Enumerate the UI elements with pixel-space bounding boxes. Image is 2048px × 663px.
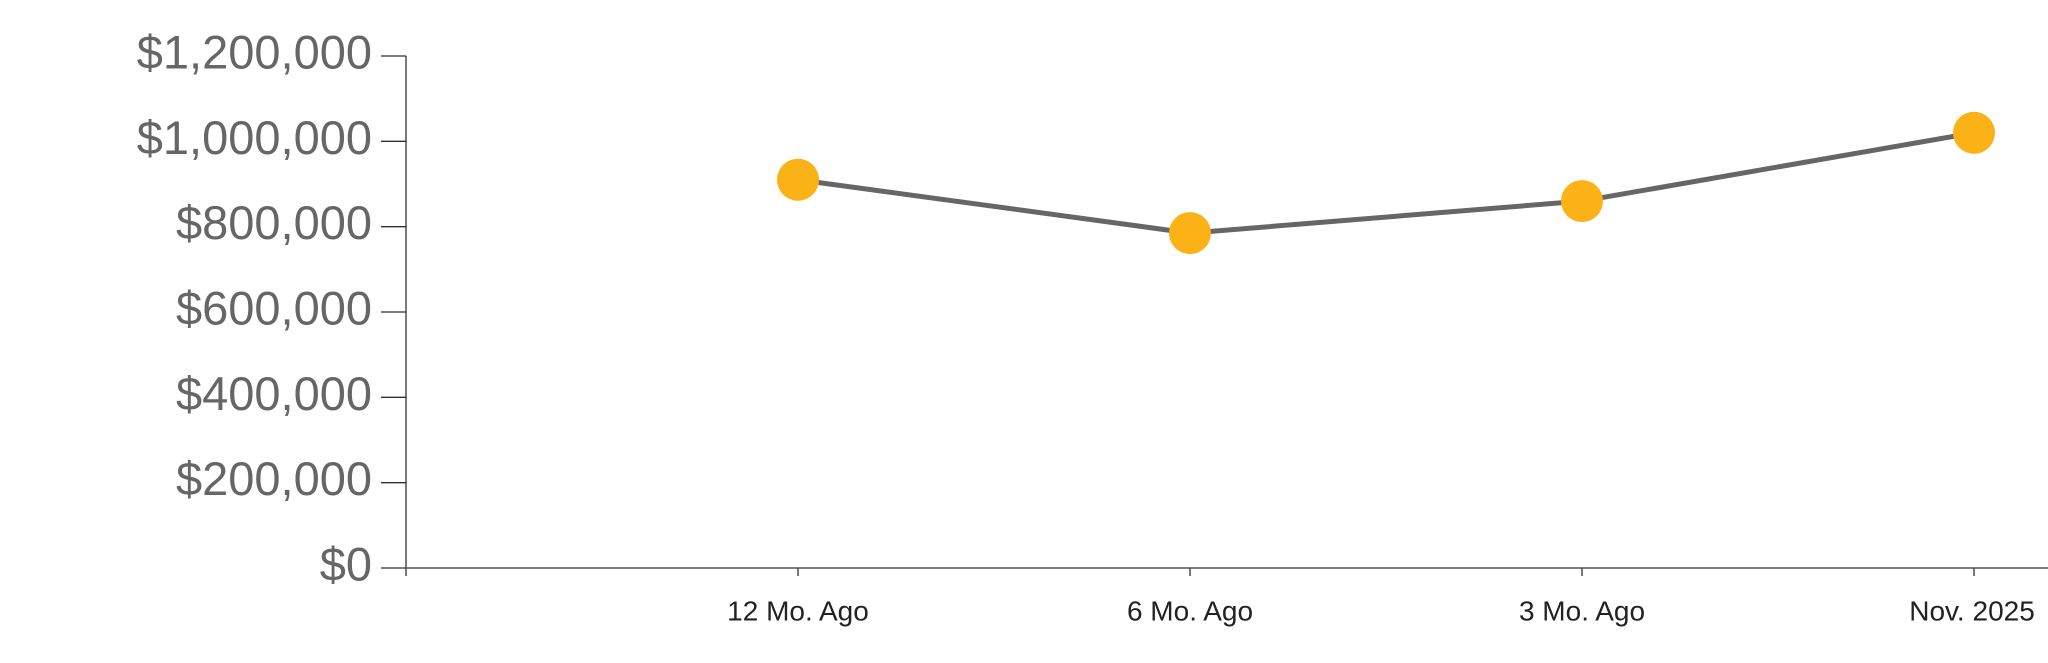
y-tick-label: $200,000 bbox=[176, 452, 372, 505]
point bbox=[1561, 180, 1603, 223]
x-tick-label: 12 Mo. Ago bbox=[727, 595, 869, 626]
point bbox=[777, 158, 819, 201]
x-tick-label: Nov. 2025 bbox=[1909, 595, 2035, 626]
y-tick-label: $400,000 bbox=[176, 367, 372, 420]
y-tick-label: $800,000 bbox=[176, 196, 372, 249]
point bbox=[1953, 111, 1995, 154]
point bbox=[1169, 212, 1211, 255]
x-tick-label: 6 Mo. Ago bbox=[1127, 595, 1253, 626]
y-tick-label: $1,000,000 bbox=[137, 111, 372, 164]
x-tick-label: 3 Mo. Ago bbox=[1519, 595, 1645, 626]
y-tick-label: $1,200,000 bbox=[137, 25, 372, 78]
line bbox=[797, 130, 1975, 236]
y-tick-label: $600,000 bbox=[176, 281, 372, 334]
y-tick-label: $0 bbox=[320, 537, 372, 590]
